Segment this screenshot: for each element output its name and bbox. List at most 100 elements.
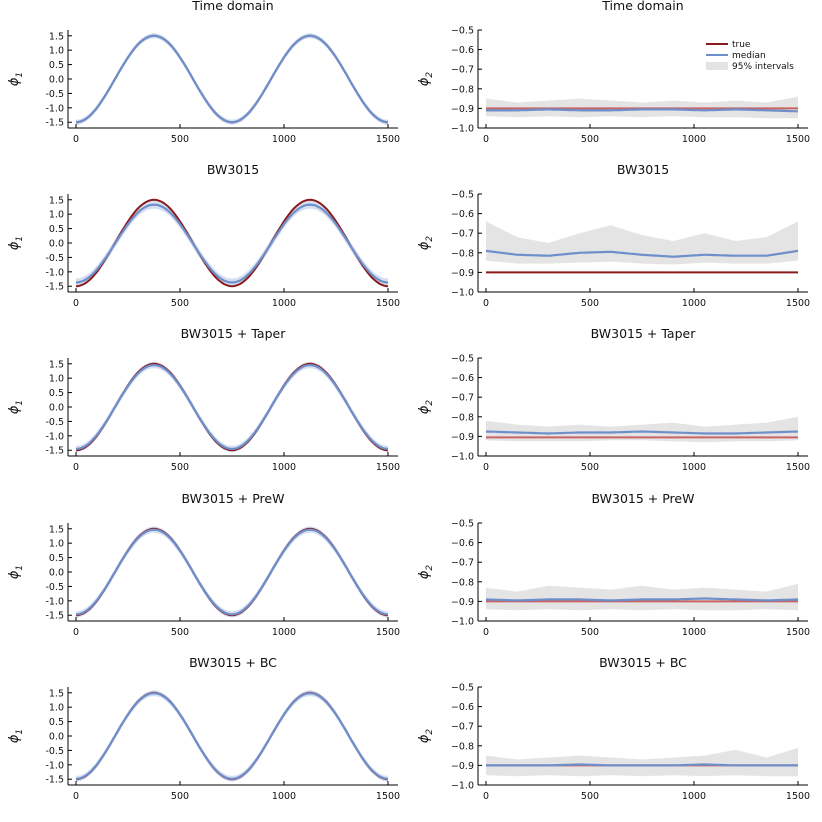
y-tick-label: 0.0 [49, 75, 64, 86]
y-tick-label: -1.0 [45, 596, 64, 607]
y-tick-label: −1.0 [451, 124, 474, 135]
y-tick-label: 1.0 [49, 703, 64, 714]
panel-title: Time domain [601, 0, 683, 13]
true-line [75, 34, 389, 124]
y-tick-label: −0.5 [451, 354, 474, 365]
y-axis-label: ϕ2 [417, 72, 435, 87]
y-tick-label: −0.9 [451, 104, 474, 115]
y-tick-label: -1.0 [45, 267, 64, 278]
x-tick-label: 500 [171, 462, 189, 473]
y-tick-label: -0.5 [45, 89, 64, 100]
y-tick-label: 1.5 [49, 688, 64, 699]
y-tick-label: 0.5 [49, 388, 64, 399]
panel-title: BW3015 + BC [599, 655, 687, 670]
y-tick-label: −0.5 [451, 26, 474, 37]
true-line [75, 691, 389, 781]
y-tick-label: −0.8 [451, 412, 474, 423]
y-tick-label: −0.6 [451, 45, 474, 56]
y-tick-label: -1.5 [45, 446, 64, 457]
y-tick-label: -1.5 [45, 611, 64, 622]
interval-band [76, 361, 388, 453]
y-tick-label: −0.7 [451, 393, 474, 404]
x-tick-label: 1000 [682, 298, 706, 309]
y-tick-label: -0.5 [45, 253, 64, 264]
panel-title: BW3015 + Taper [181, 326, 287, 341]
panel-title: BW3015 + PreW [592, 491, 695, 506]
y-tick-label: 1.5 [49, 195, 64, 206]
legend-true-label: true [732, 40, 751, 50]
y-tick-label: 0.0 [49, 403, 64, 414]
y-axis-label: ϕ1 [7, 72, 25, 86]
y-axis-label: ϕ2 [417, 565, 435, 580]
panel-title: BW3015 + BC [189, 655, 277, 670]
y-tick-label: -1.5 [45, 118, 64, 129]
panel-title: Time domain [191, 0, 273, 13]
y-tick-label: −0.9 [451, 597, 474, 608]
y-tick-label: −0.6 [451, 373, 474, 384]
y-tick-label: 1.5 [49, 524, 64, 535]
y-tick-label: −0.7 [451, 558, 474, 569]
x-tick-label: 500 [581, 791, 599, 802]
median-line [486, 763, 798, 767]
x-tick-label: 1000 [682, 627, 706, 638]
y-tick-label: −0.9 [451, 432, 474, 443]
y-tick-label: −1.0 [451, 288, 474, 299]
y-tick-label: −0.5 [451, 190, 474, 201]
x-tick-label: 1500 [786, 134, 810, 145]
x-tick-label: 1000 [272, 462, 296, 473]
y-tick-label: 1.0 [49, 374, 64, 385]
y-tick-label: −0.6 [451, 538, 474, 549]
interval-band [76, 200, 388, 287]
x-tick-label: 1500 [786, 627, 810, 638]
interval-band [486, 221, 798, 265]
y-tick-label: −0.5 [451, 519, 474, 530]
y-tick-label: 0.0 [49, 732, 64, 743]
y-tick-label: −0.7 [451, 229, 474, 240]
legend-interval-swatch [706, 62, 728, 70]
y-tick-label: -0.5 [45, 417, 64, 428]
panel-title: BW3015 + Taper [591, 326, 697, 341]
x-tick-label: 0 [483, 134, 489, 145]
panel-title: BW3015 [617, 162, 669, 177]
x-tick-label: 500 [171, 134, 189, 145]
panel-8: BW3015 + PreW ϕ2 −0.5 −0.6 −0.7 −0.8 −0.9 −1.0 0… [417, 491, 810, 638]
median-line [75, 528, 389, 616]
median-line [75, 692, 389, 780]
y-tick-label: −0.9 [451, 761, 474, 772]
median-line [485, 430, 799, 435]
y-axis-label: ϕ2 [417, 729, 435, 744]
y-tick-label: −1.0 [451, 781, 474, 792]
y-tick-label: −0.8 [451, 577, 474, 588]
y-tick-label: −0.8 [451, 248, 474, 259]
y-tick-label: −0.6 [451, 702, 474, 713]
y-tick-label: -1.5 [45, 775, 64, 786]
y-tick-label: 1.0 [49, 46, 64, 57]
interval-band [486, 747, 798, 777]
y-tick-label: −0.7 [451, 65, 474, 76]
median-line [75, 363, 389, 451]
y-tick-label: 1.5 [49, 31, 64, 42]
y-tick-label: -1.0 [45, 431, 64, 442]
y-tick-label: −0.6 [451, 209, 474, 220]
x-tick-label: 500 [171, 791, 189, 802]
x-tick-label: 1500 [786, 462, 810, 473]
y-axis-label: ϕ1 [7, 400, 25, 414]
panel-1: Time domain ϕ1 1.5 1.0 0.5 0.0 -0.5 -1.0 -1.5 0 50… [7, 0, 400, 145]
y-tick-label: 0.5 [49, 224, 64, 235]
y-tick-label: −1.0 [451, 452, 474, 463]
panel-3: BW3015 ϕ1 1.5 1.0 0.5 0.0 -0.5 -1.0 -1.5 0 500 1000… [7, 162, 400, 309]
x-tick-label: 0 [483, 627, 489, 638]
median-line [75, 203, 389, 284]
interval-band [76, 33, 388, 125]
median-line [485, 597, 799, 602]
x-tick-label: 500 [171, 298, 189, 309]
y-tick-label: 1.5 [49, 359, 64, 370]
median-line [485, 249, 799, 258]
x-tick-label: 500 [581, 298, 599, 309]
interval-band [486, 583, 798, 611]
panel-9: BW3015 + BC ϕ1 1.5 1.0 0.5 0.0 -0.5 -1.0 -1.5 0 50… [7, 655, 400, 802]
x-tick-label: 1500 [376, 462, 400, 473]
x-tick-label: 0 [73, 134, 79, 145]
